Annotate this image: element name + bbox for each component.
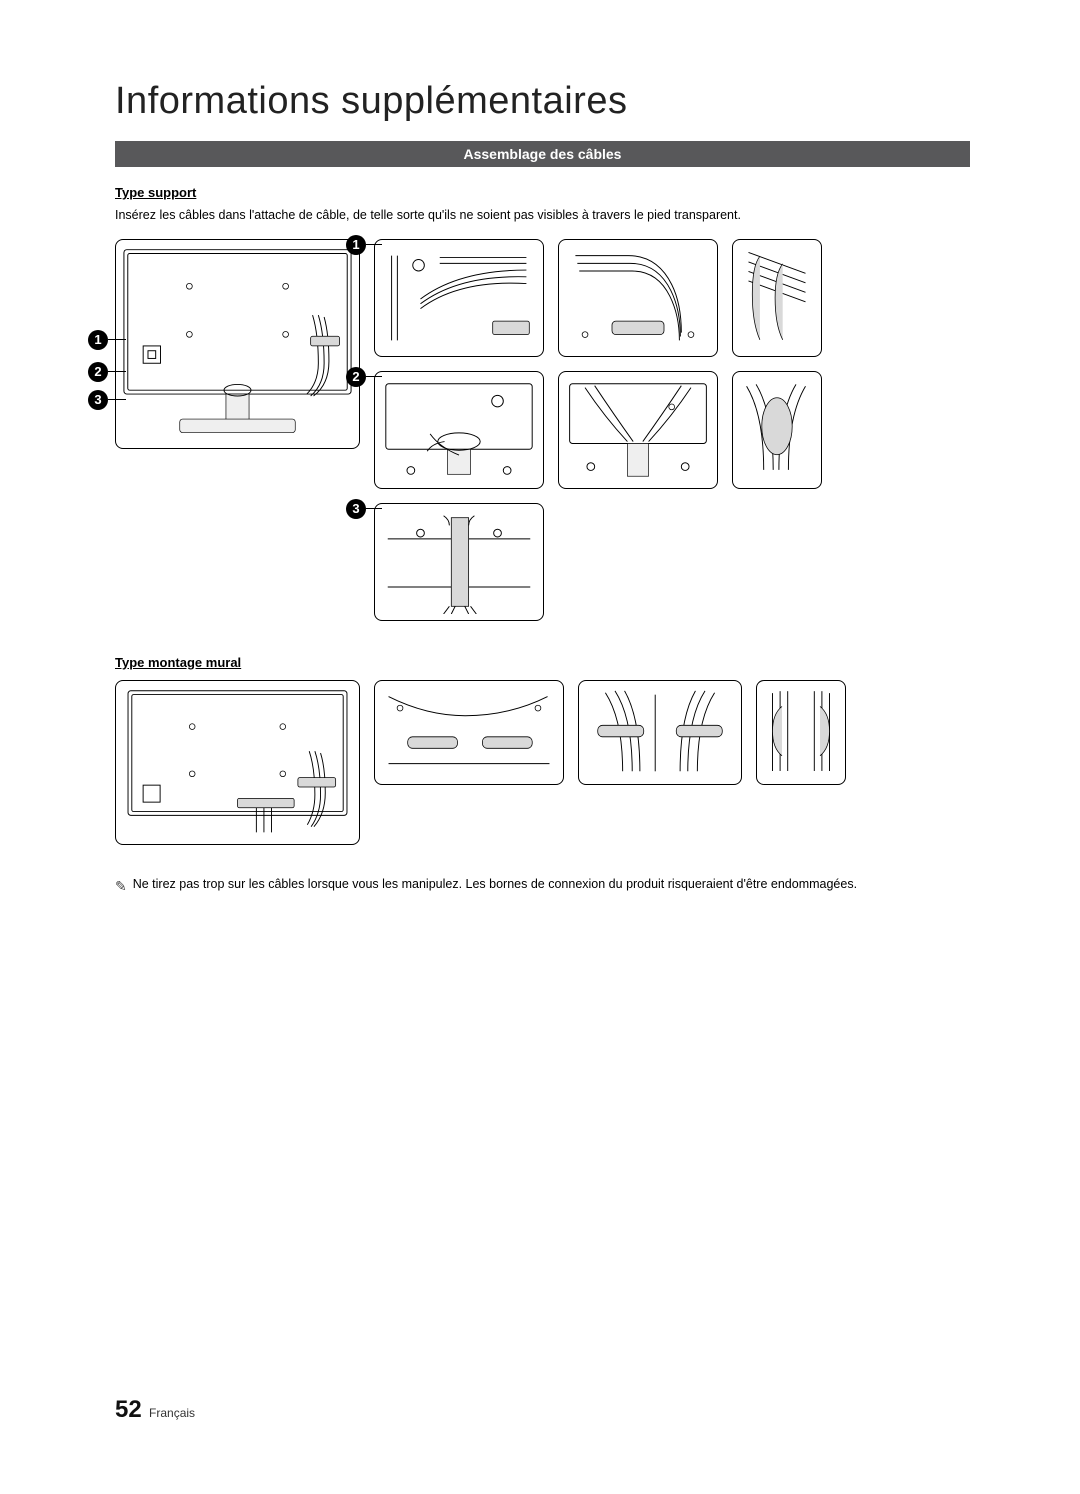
warning-note: ✎ Ne tirez pas trop sur les câbles lorsq… xyxy=(115,875,970,896)
row1-callout-label: 1 xyxy=(352,237,359,252)
wall-step-c xyxy=(756,680,846,785)
callout-2-label: 2 xyxy=(94,364,101,379)
stand-diagram-group: 1 2 3 xyxy=(115,239,970,621)
footer-language: Français xyxy=(149,1406,195,1420)
step1-panel-a xyxy=(374,239,544,357)
wall-heading: Type montage mural xyxy=(115,655,970,670)
row2-callout-label: 2 xyxy=(352,369,359,384)
callout-3: 3 xyxy=(88,390,108,410)
callout-1: 1 xyxy=(88,330,108,350)
wall-step-a xyxy=(374,680,564,785)
note-text: Ne tirez pas trop sur les câbles lorsque… xyxy=(133,875,857,896)
step3-panel xyxy=(374,503,544,621)
callout-2: 2 xyxy=(88,362,108,382)
row3-callout: 3 xyxy=(346,499,366,519)
callout-1-label: 1 xyxy=(94,332,101,347)
wall-step-b xyxy=(578,680,742,785)
tv-back-wall-figure xyxy=(115,680,360,845)
stand-heading: Type support xyxy=(115,185,970,200)
row1-callout: 1 xyxy=(346,235,366,255)
step1-panel-b xyxy=(558,239,718,357)
step2-panel-c xyxy=(732,371,822,489)
step2-panel-a xyxy=(374,371,544,489)
chapter-title: Informations supplémentaires xyxy=(115,80,970,123)
page-number: 52 xyxy=(115,1396,142,1423)
step1-panel-c xyxy=(732,239,822,357)
wall-diagram-group xyxy=(115,680,970,845)
step2-panel-b xyxy=(558,371,718,489)
page-footer: 52 Français xyxy=(115,1396,195,1424)
stand-intro: Insérez les câbles dans l'attache de câb… xyxy=(115,206,970,225)
row3-callout-label: 3 xyxy=(352,501,359,516)
callout-3-label: 3 xyxy=(94,392,101,407)
tv-back-linework xyxy=(122,246,353,442)
row2-callout: 2 xyxy=(346,367,366,387)
tv-back-stand-figure: 1 2 3 xyxy=(115,239,360,449)
section-bar: Assemblage des câbles xyxy=(115,141,970,167)
note-icon: ✎ xyxy=(115,876,127,897)
